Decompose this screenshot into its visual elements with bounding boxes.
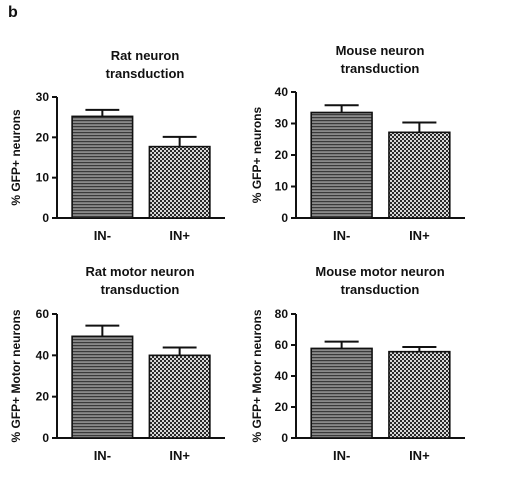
x-category-label: IN- xyxy=(333,228,350,243)
y-axis-label: % GFP+ neurons xyxy=(9,109,23,206)
bar-IN+ xyxy=(388,131,451,219)
chart-2: Mouse neuron transduction % GFP+ neurons 0 1… xyxy=(250,43,465,243)
chart-title-line: Mouse neuron xyxy=(336,43,425,58)
y-axis-label: % GFP+ Motor neurons xyxy=(9,309,23,442)
y-tick-label: 60 xyxy=(275,338,289,352)
y-axis-label: % GFP+ Motor neurons xyxy=(250,309,264,442)
y-tick-label: 0 xyxy=(42,431,49,445)
chart-title-line: Mouse motor neuron xyxy=(315,264,444,279)
y-tick-label: 10 xyxy=(275,180,289,194)
bar-IN- xyxy=(71,115,134,219)
x-category-label: IN+ xyxy=(409,448,430,463)
bar-IN+ xyxy=(148,354,211,439)
panel-label: b xyxy=(8,4,18,21)
x-category-label: IN+ xyxy=(169,448,190,463)
chart-title-line: transduction xyxy=(341,282,420,297)
x-category-label: IN- xyxy=(94,228,111,243)
y-tick-label: 30 xyxy=(275,117,289,131)
y-tick-label: 0 xyxy=(281,211,288,225)
y-tick-label: 20 xyxy=(36,130,50,144)
bar-IN+ xyxy=(388,350,451,439)
y-tick-label: 40 xyxy=(275,85,289,99)
chart-4: Mouse motor neuron transduction % GFP+ Mot… xyxy=(250,264,465,463)
y-tick-label: 20 xyxy=(275,148,289,162)
y-tick-label: 40 xyxy=(275,369,289,383)
chart-title-line: Rat motor neuron xyxy=(85,264,194,279)
x-category-label: IN- xyxy=(333,448,350,463)
y-tick-label: 0 xyxy=(281,431,288,445)
chart-3: Rat motor neuron transduction % GFP+ Motor… xyxy=(9,264,225,463)
y-tick-label: 0 xyxy=(42,211,49,225)
y-tick-label: 30 xyxy=(36,90,50,104)
y-axis-label: % GFP+ neurons xyxy=(250,107,264,204)
y-tick-label: 40 xyxy=(36,348,50,362)
chart-title-line: transduction xyxy=(106,66,185,81)
x-category-label: IN+ xyxy=(169,228,190,243)
chart-1: Rat neuron transduction % GFP+ neurons 0 10 2… xyxy=(9,48,225,243)
bar-IN- xyxy=(71,335,134,439)
y-tick-label: 80 xyxy=(275,307,289,321)
y-tick-label: 10 xyxy=(36,171,50,185)
x-category-label: IN- xyxy=(94,448,111,463)
chart-title-line: transduction xyxy=(341,61,420,76)
chart-title-line: transduction xyxy=(101,282,180,297)
bar-IN- xyxy=(310,347,373,439)
bar-IN- xyxy=(310,111,373,219)
y-tick-label: 60 xyxy=(36,307,50,321)
y-tick-label: 20 xyxy=(36,390,50,404)
bar-IN+ xyxy=(148,145,211,219)
x-category-label: IN+ xyxy=(409,228,430,243)
y-tick-label: 20 xyxy=(275,400,289,414)
chart-title-line: Rat neuron xyxy=(111,48,180,63)
